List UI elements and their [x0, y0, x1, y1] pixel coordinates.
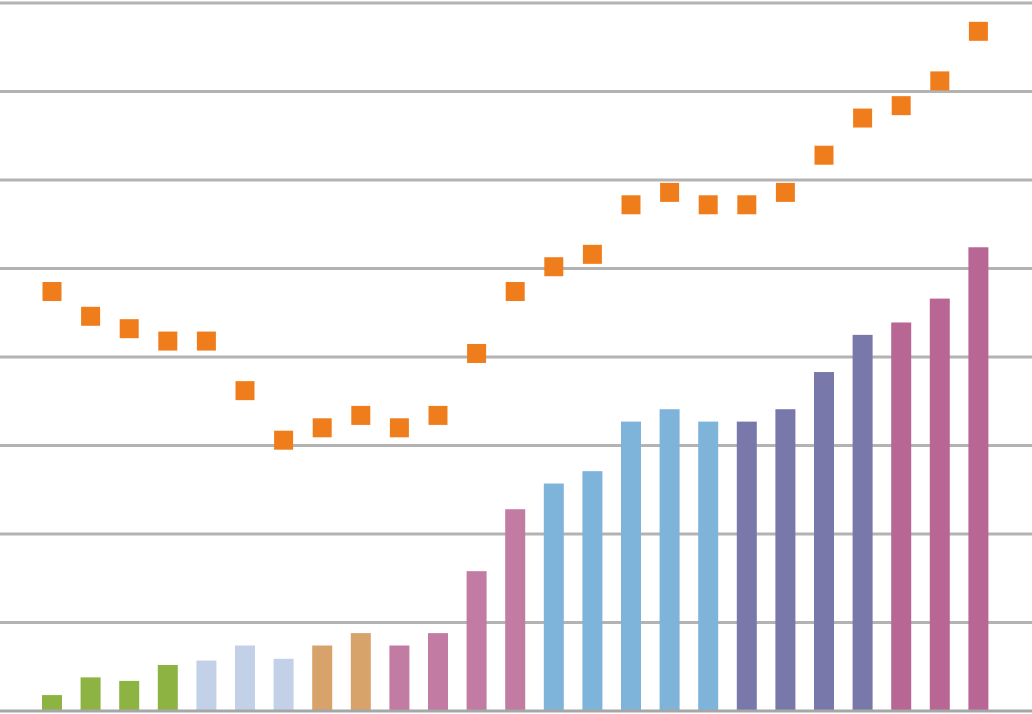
scatter-point [312, 418, 332, 438]
scatter-point [660, 182, 680, 202]
bar [736, 421, 757, 711]
scatter-point [467, 343, 487, 363]
scatter-point [621, 195, 641, 215]
bar [389, 645, 410, 711]
scatter-point [775, 182, 795, 202]
scatter-point [158, 331, 178, 351]
scatter-point [119, 319, 139, 339]
scatter-point [196, 331, 216, 351]
scatter-point [274, 430, 294, 450]
scatter-point [698, 195, 718, 215]
scatter-point [544, 257, 564, 277]
bar [196, 660, 217, 711]
scatter-point [389, 418, 409, 438]
scatter-point [42, 282, 62, 302]
gridlines [0, 1, 1032, 624]
scatter-point [81, 306, 101, 326]
bar-series [42, 247, 989, 711]
bar [350, 633, 371, 711]
bar [582, 471, 603, 711]
bar [543, 483, 564, 711]
scatter-point [853, 108, 873, 128]
scatter-point [930, 71, 950, 91]
bar [698, 421, 719, 711]
scatter-point [235, 381, 255, 401]
bar [312, 645, 333, 711]
bar [621, 421, 641, 711]
bar [466, 571, 487, 711]
scatter-point [968, 21, 988, 41]
bar [775, 409, 796, 711]
scatter-point [582, 244, 602, 264]
bar [235, 645, 255, 711]
bar [80, 677, 101, 711]
bar [273, 658, 294, 711]
bar [929, 298, 950, 711]
scatter-point [737, 195, 757, 215]
bar [659, 409, 680, 711]
bar [891, 322, 912, 711]
bar [505, 509, 526, 711]
scatter-series [42, 21, 988, 450]
scatter-point [814, 145, 834, 165]
scatter-point [428, 405, 448, 425]
bar [814, 372, 834, 711]
bar [428, 633, 448, 711]
bar [852, 334, 873, 711]
bar [42, 695, 62, 711]
scatter-point [505, 282, 525, 302]
scatter-point [891, 96, 911, 116]
bar [157, 664, 178, 711]
bar [119, 680, 140, 711]
bar [968, 247, 989, 711]
scatter-point [351, 405, 371, 425]
